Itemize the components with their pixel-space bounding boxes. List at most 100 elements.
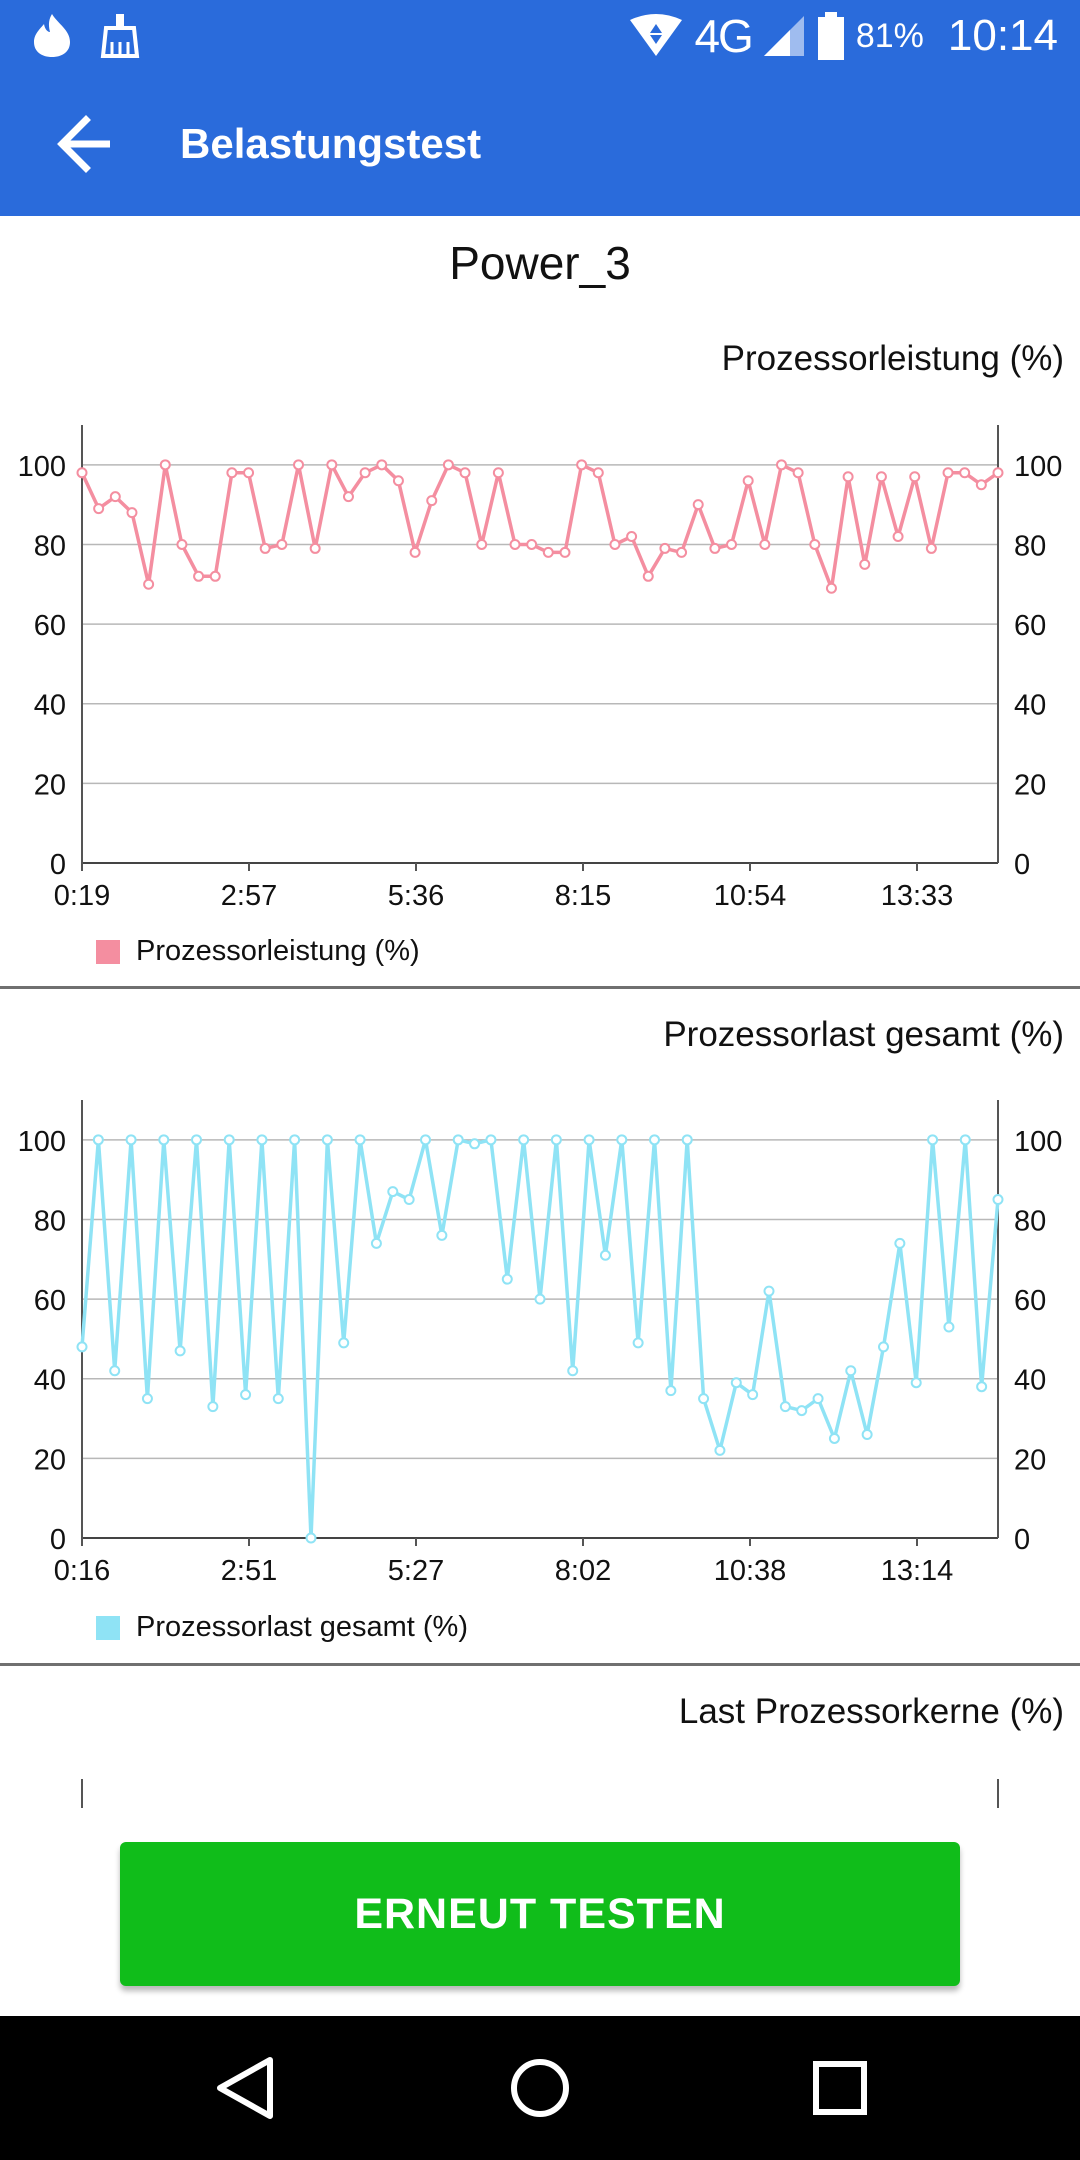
- data-point: [256, 1134, 268, 1146]
- data-point: [259, 542, 271, 554]
- data-point: [526, 538, 538, 550]
- y-tick-label-right: 80: [1014, 1205, 1046, 1237]
- chart1-legend-label: Prozessorleistung (%): [136, 935, 420, 967]
- x-tick-label: 5:27: [388, 1555, 444, 1587]
- home-circle-icon[interactable]: [498, 2046, 582, 2130]
- data-point: [176, 538, 188, 550]
- retest-button[interactable]: ERNEUT TESTEN: [120, 1842, 960, 1986]
- data-point: [92, 1134, 104, 1146]
- data-point: [609, 538, 621, 550]
- y-tick-label-left: 0: [50, 849, 66, 881]
- data-point: [592, 467, 604, 479]
- data-point: [289, 1134, 301, 1146]
- battery-icon: [817, 12, 844, 60]
- data-point: [576, 459, 588, 471]
- data-point: [542, 546, 554, 558]
- data-point: [730, 1377, 742, 1389]
- y-tick-label-right: 60: [1014, 1285, 1046, 1317]
- section-divider: [0, 1663, 1080, 1666]
- data-point: [243, 467, 255, 479]
- data-point: [309, 542, 321, 554]
- x-tick-label: 0:19: [54, 880, 110, 912]
- data-point: [485, 1134, 497, 1146]
- data-point: [992, 467, 1004, 479]
- data-point: [125, 1134, 137, 1146]
- y-tick-label-right: 80: [1014, 530, 1046, 562]
- y-tick-label-left: 100: [18, 451, 66, 483]
- data-point: [223, 1134, 235, 1146]
- data-point: [321, 1134, 333, 1146]
- data-point: [492, 467, 504, 479]
- y-tick-label-left: 0: [50, 1524, 66, 1556]
- data-point: [692, 499, 704, 511]
- data-point: [828, 1432, 840, 1444]
- data-point: [775, 459, 787, 471]
- arrow-back-icon[interactable]: [52, 112, 116, 176]
- data-point: [959, 1134, 971, 1146]
- data-point: [305, 1532, 317, 1544]
- data-point: [567, 1365, 579, 1377]
- data-point: [747, 1389, 759, 1401]
- data-point: [376, 459, 388, 471]
- series-line: [80, 1138, 1000, 1540]
- data-point: [469, 1138, 481, 1150]
- chart1-legend-swatch: [96, 939, 120, 964]
- navigation-bar: [0, 2016, 1080, 2160]
- data-point: [792, 467, 804, 479]
- y-tick-label-right: 0: [1014, 1524, 1030, 1556]
- series-line: [80, 463, 1000, 591]
- recents-square-icon[interactable]: [798, 2046, 882, 2130]
- data-point: [659, 542, 671, 554]
- y-tick-label-right: 60: [1014, 610, 1046, 642]
- data-point: [892, 530, 904, 542]
- page-title: Belastungstest: [180, 120, 482, 167]
- data-point: [642, 570, 654, 582]
- data-point: [338, 1337, 350, 1349]
- chart2-legend-label: Prozessorlast gesamt (%): [136, 1611, 468, 1643]
- data-point: [293, 459, 305, 471]
- data-point: [159, 459, 171, 471]
- data-point: [676, 546, 688, 558]
- cleaner-icon: [100, 14, 140, 58]
- y-tick-label-right: 40: [1014, 1365, 1046, 1397]
- y-tick-label-right: 20: [1014, 1444, 1046, 1476]
- x-tick-label: 2:51: [221, 1555, 277, 1587]
- data-point: [420, 1134, 431, 1146]
- clock: 10:14: [947, 11, 1058, 60]
- data-point: [409, 546, 421, 558]
- data-point: [209, 570, 221, 582]
- app-bar: Belastungstest: [0, 72, 1080, 216]
- x-tick-label: 8:02: [555, 1555, 611, 1587]
- data-point: [559, 546, 571, 558]
- data-point: [779, 1401, 791, 1413]
- data-point: [763, 1285, 775, 1297]
- x-tick-label: 13:33: [881, 880, 954, 912]
- data-point: [207, 1401, 219, 1413]
- data-point: [276, 538, 288, 550]
- chart2-legend-swatch: [96, 1615, 120, 1640]
- y-tick-label-right: 20: [1014, 769, 1046, 801]
- back-triangle-icon[interactable]: [204, 2046, 288, 2130]
- x-tick-label: 5:36: [388, 880, 444, 912]
- data-point: [76, 1341, 88, 1353]
- data-point: [859, 558, 871, 570]
- chart1-legend: Prozessorleistung (%): [96, 935, 420, 968]
- chart2-title: Prozessorlast gesamt (%): [663, 1015, 1064, 1054]
- data-point: [476, 538, 488, 550]
- data-point: [909, 471, 921, 483]
- y-tick-label-left: 60: [34, 610, 66, 642]
- data-point: [426, 495, 438, 507]
- data-point: [93, 503, 105, 515]
- data-point: [509, 538, 521, 550]
- data-point: [76, 467, 88, 479]
- battery-level: 81%: [855, 16, 924, 55]
- data-point: [942, 467, 954, 479]
- data-point: [649, 1134, 660, 1146]
- processor-load-chart: 0 0 20 20 40 40 60 60 80 80 100 100 0:16 2:51 5:27 8:02…: [18, 1100, 1062, 1587]
- y-tick-label-left: 80: [34, 530, 66, 562]
- data-point: [709, 542, 721, 554]
- data-point: [109, 1365, 121, 1377]
- data-point: [925, 542, 937, 554]
- signal-icon: [763, 16, 804, 56]
- x-tick-label: 10:38: [714, 1555, 787, 1587]
